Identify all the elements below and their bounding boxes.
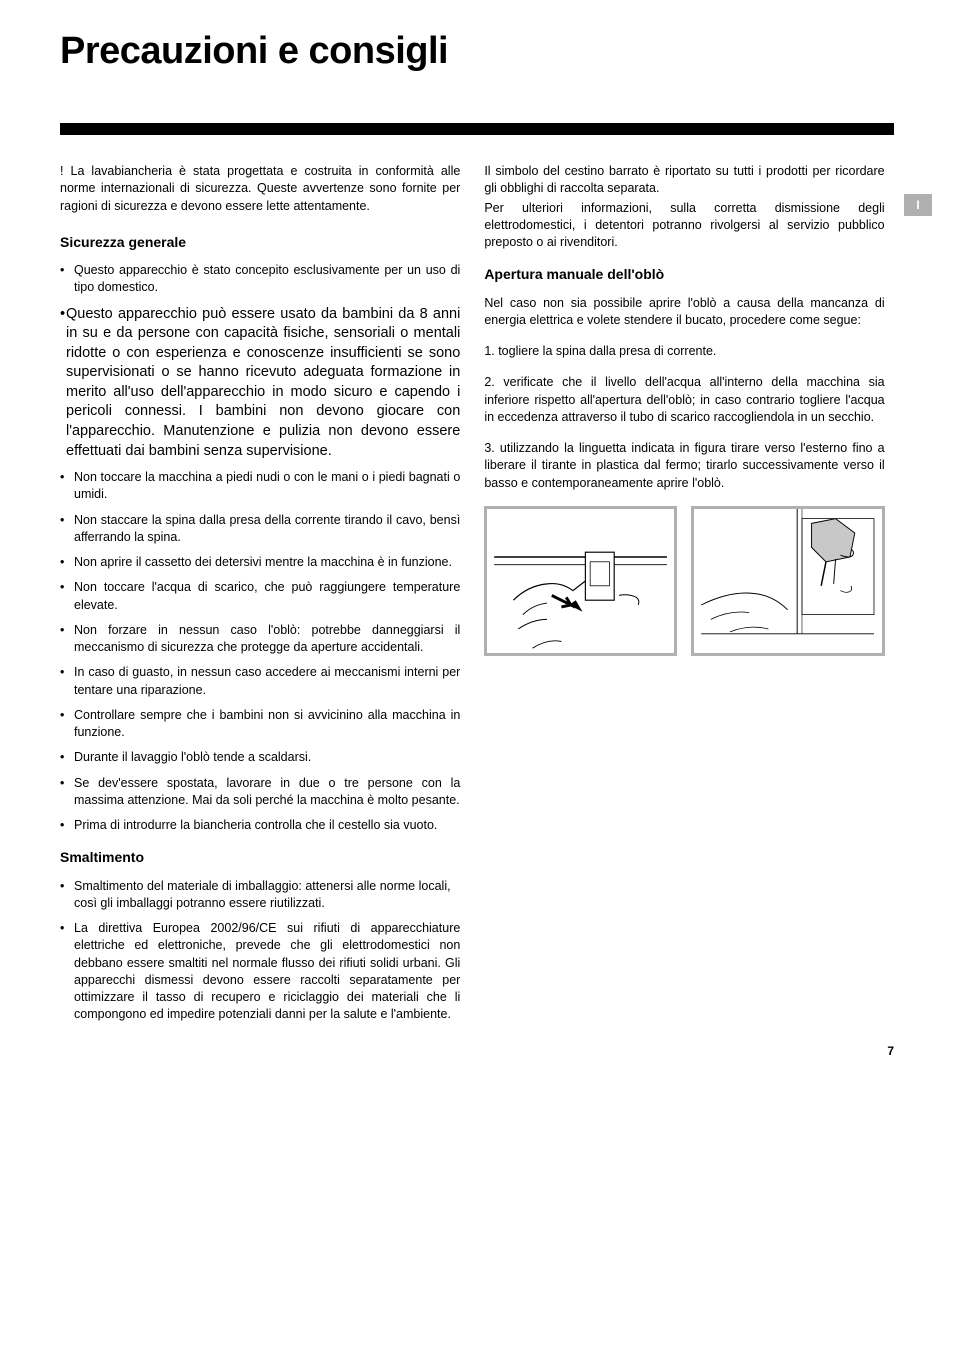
list-item: Non forzare in nessun caso l'oblò: potre… <box>60 622 460 657</box>
pull-tab-illustration <box>694 509 881 653</box>
figures-row <box>484 506 884 656</box>
list-item: Prima di introdurre la biancheria contro… <box>60 817 460 834</box>
disposal-heading: Smaltimento <box>60 848 460 867</box>
list-item: Smaltimento del materiale di imballaggio… <box>60 878 460 913</box>
figure-2 <box>691 506 884 656</box>
panel-removal-illustration <box>487 509 674 653</box>
list-item: Questo apparecchio può essere usato da b… <box>60 305 460 462</box>
list-item: In caso di guasto, in nessun caso accede… <box>60 664 460 699</box>
figure-1 <box>484 506 677 656</box>
safety-heading: Sicurezza generale <box>60 233 460 252</box>
list-item: Questo apparecchio è stato concepito esc… <box>60 262 460 297</box>
step-2: 2. verificate che il livello dell'acqua … <box>484 374 884 426</box>
page-number: 7 <box>887 1044 894 1058</box>
safety-list: Questo apparecchio è stato concepito esc… <box>60 262 460 834</box>
left-column: ! La lavabiancheria è stata progettata e… <box>60 163 460 1038</box>
step-3: 3. utilizzando la linguetta indicata in … <box>484 440 884 492</box>
intro-paragraph: ! La lavabiancheria è stata progettata e… <box>60 163 460 215</box>
disposal-info-paragraph: Per ulteriori informazioni, sulla corret… <box>484 200 884 252</box>
list-item: Se dev'essere spostata, lavorare in due … <box>60 775 460 810</box>
manual-open-intro: Nel caso non sia possibile aprire l'oblò… <box>484 295 884 330</box>
list-item: Non toccare l'acqua di scarico, che può … <box>60 579 460 614</box>
list-item: Non aprire il cassetto dei detersivi men… <box>60 554 460 571</box>
disposal-list: Smaltimento del materiale di imballaggio… <box>60 878 460 1024</box>
list-item: Non toccare la macchina a piedi nudi o c… <box>60 469 460 504</box>
content-columns: ! La lavabiancheria è stata progettata e… <box>60 163 894 1038</box>
list-item: La direttiva Europea 2002/96/CE sui rifi… <box>60 920 460 1024</box>
recycle-symbol-paragraph: Il simbolo del cestino barrato è riporta… <box>484 163 884 198</box>
language-tab: I <box>904 194 932 216</box>
list-item: Durante il lavaggio l'oblò tende a scald… <box>60 749 460 766</box>
right-column: Il simbolo del cestino barrato è riporta… <box>484 163 884 1038</box>
title-divider <box>60 123 894 135</box>
list-item: Controllare sempre che i bambini non si … <box>60 707 460 742</box>
step-1: 1. togliere la spina dalla presa di corr… <box>484 343 884 360</box>
page-title: Precauzioni e consigli <box>60 30 894 73</box>
list-item: Non staccare la spina dalla presa della … <box>60 512 460 547</box>
manual-open-heading: Apertura manuale dell'oblò <box>484 265 884 284</box>
